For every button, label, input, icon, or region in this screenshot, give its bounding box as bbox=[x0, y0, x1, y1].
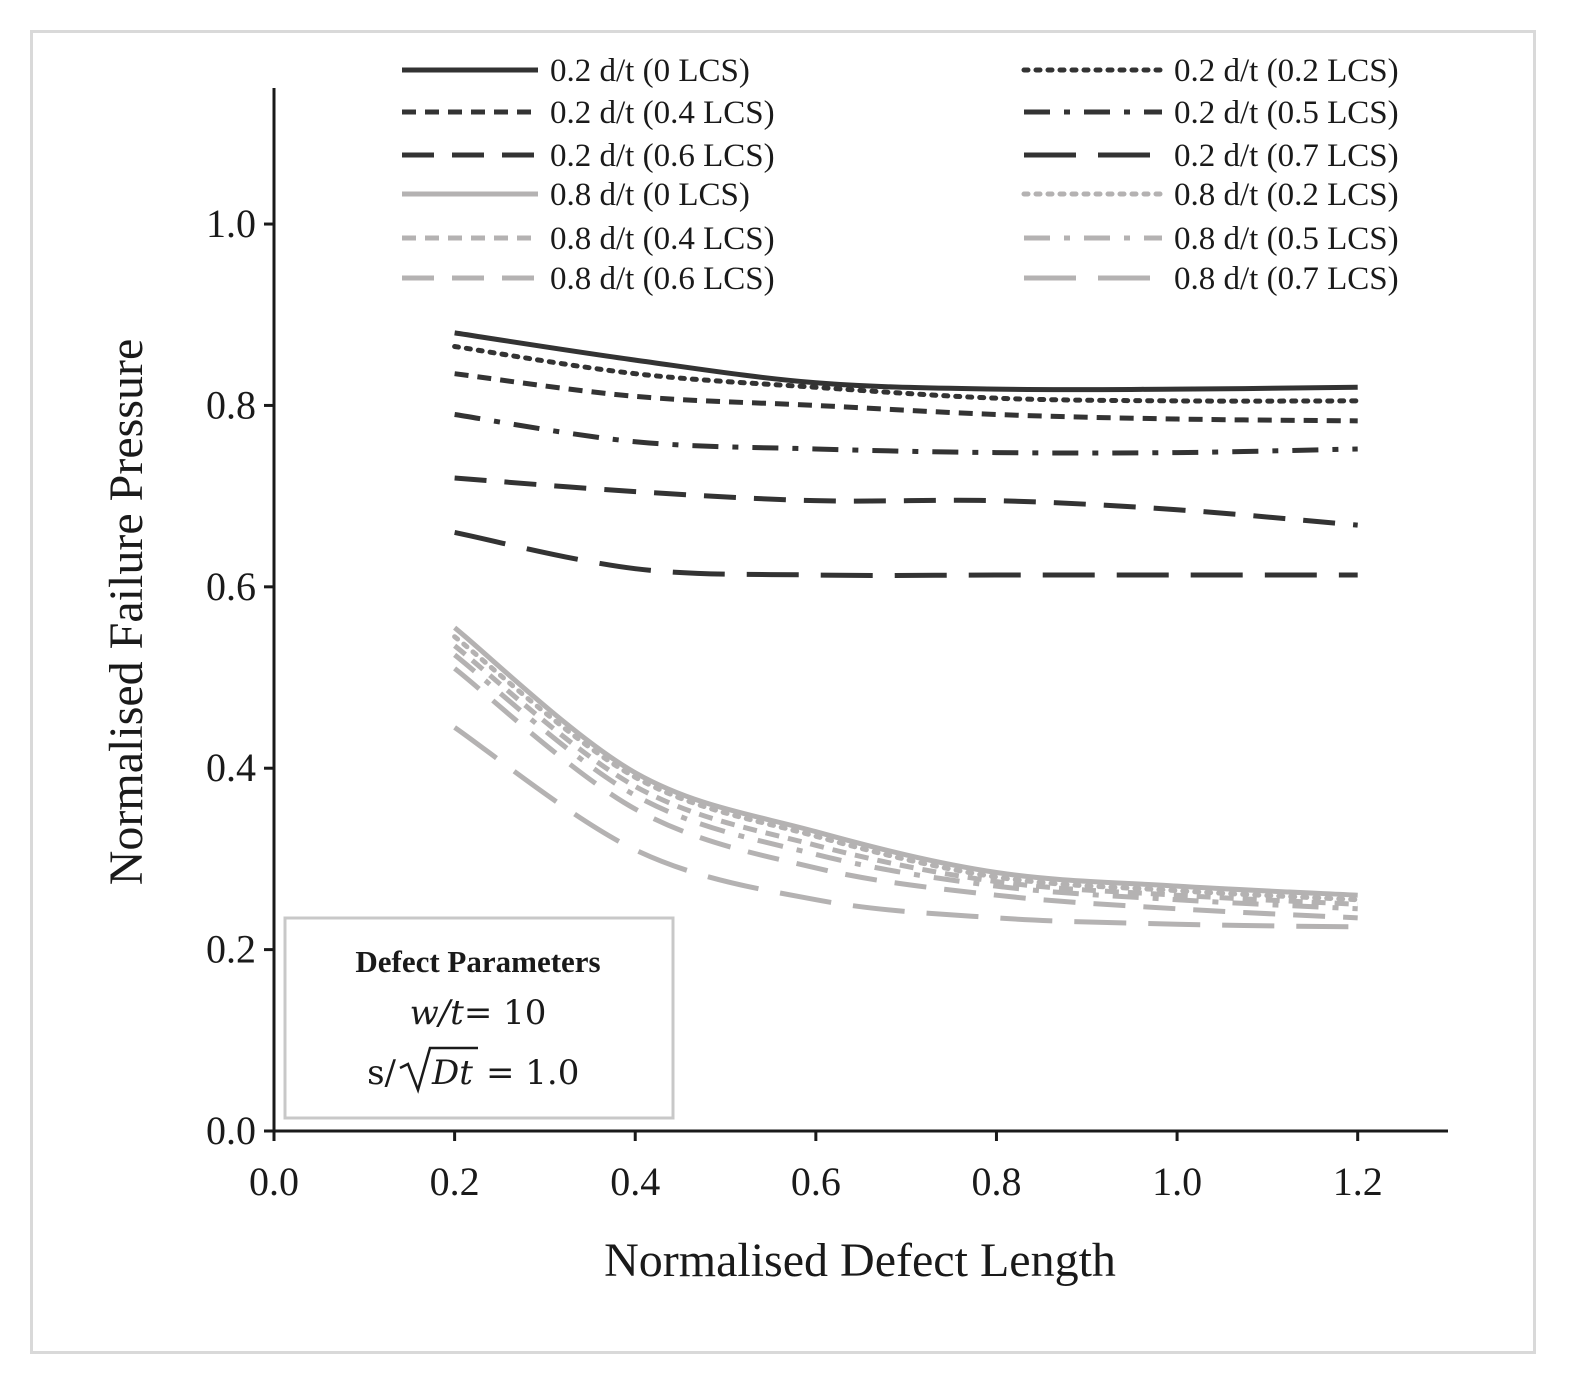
wt-lhs: w/t bbox=[410, 993, 465, 1033]
legend-label-8: 0.8 d/t (0.2 LCS) bbox=[1174, 177, 1399, 213]
y-tick-label: 0.8 bbox=[206, 382, 256, 427]
x-tick-label: 0.0 bbox=[249, 1159, 299, 1204]
defect-parameters-title: Defect Parameters bbox=[355, 944, 600, 979]
x-axis-title: Normalised Defect Length bbox=[604, 1234, 1116, 1287]
x-tick-label: 0.2 bbox=[430, 1159, 480, 1204]
legend-label-10: 0.8 d/t (0.5 LCS) bbox=[1174, 221, 1399, 257]
legend-label-9: 0.8 d/t (0.4 LCS) bbox=[550, 221, 775, 257]
legend: 0.2 d/t (0 LCS) 0.2 d/t (0.4 LCS) 0.2 d/t … bbox=[402, 53, 1399, 297]
x-tick-label: 0.6 bbox=[791, 1159, 841, 1204]
s-equation-rhs: = 1.0 bbox=[486, 1053, 579, 1093]
ticks: 0.0 0.2 0.4 0.6 0.8 1.0 1.2 0.0 0.2 0.4 0.6 0.8 1.0 bbox=[206, 201, 1383, 1204]
series-line-9 bbox=[453, 643, 1358, 907]
legend-label-3: 0.2 d/t (0.4 LCS) bbox=[550, 95, 775, 131]
defect-parameters-box: Defect Parameters w/t= 10 s/ Dt = 1.0 bbox=[283, 916, 675, 1120]
s-equation-radicand: Dt bbox=[431, 1053, 473, 1093]
legend-label-1: 0.2 d/t (0 LCS) bbox=[550, 53, 750, 89]
legend-label-4: 0.2 d/t (0.5 LCS) bbox=[1174, 95, 1399, 131]
series-lines bbox=[452, 330, 1361, 930]
y-tick-label: 0.2 bbox=[206, 927, 256, 972]
axes bbox=[272, 88, 1448, 1133]
legend-label-5: 0.2 d/t (0.6 LCS) bbox=[550, 138, 775, 174]
series-line-5 bbox=[454, 475, 1358, 528]
series-line-8 bbox=[452, 634, 1361, 903]
x-tick-label: 0.8 bbox=[971, 1159, 1021, 1204]
series-line-3 bbox=[454, 371, 1358, 424]
y-tick-label: 0.0 bbox=[206, 1108, 256, 1153]
x-tick-label: 1.0 bbox=[1152, 1159, 1202, 1204]
series-line-12 bbox=[453, 725, 1358, 930]
legend-label-7: 0.8 d/t (0 LCS) bbox=[550, 177, 750, 213]
x-tick-label: 0.4 bbox=[610, 1159, 660, 1204]
x-tick-label: 1.2 bbox=[1333, 1159, 1383, 1204]
sqrt-symbol bbox=[399, 1046, 478, 1094]
y-tick-label: 0.6 bbox=[206, 564, 256, 609]
y-tick-label: 0.4 bbox=[206, 745, 256, 790]
legend-label-12: 0.8 d/t (0.7 LCS) bbox=[1174, 261, 1399, 297]
legend-label-2: 0.2 d/t (0.2 LCS) bbox=[1174, 53, 1399, 89]
y-axis-title: Normalised Failure Pressure bbox=[100, 339, 153, 886]
legend-label-11: 0.8 d/t (0.6 LCS) bbox=[550, 261, 775, 297]
y-tick-label: 1.0 bbox=[206, 201, 256, 246]
series-line-1 bbox=[454, 330, 1358, 393]
series-line-6 bbox=[454, 529, 1358, 579]
series-line-11 bbox=[453, 666, 1358, 921]
wt-rhs: = 10 bbox=[464, 993, 547, 1033]
series-line-7 bbox=[453, 625, 1358, 898]
series-line-10 bbox=[453, 652, 1358, 912]
series-line-2 bbox=[452, 343, 1361, 404]
legend-label-6: 0.2 d/t (0.7 LCS) bbox=[1174, 138, 1399, 174]
s-equation-lhs: s/ bbox=[367, 1053, 396, 1093]
chart-frame bbox=[30, 30, 1536, 1354]
wt-equation: w/t= 10 bbox=[410, 993, 547, 1033]
